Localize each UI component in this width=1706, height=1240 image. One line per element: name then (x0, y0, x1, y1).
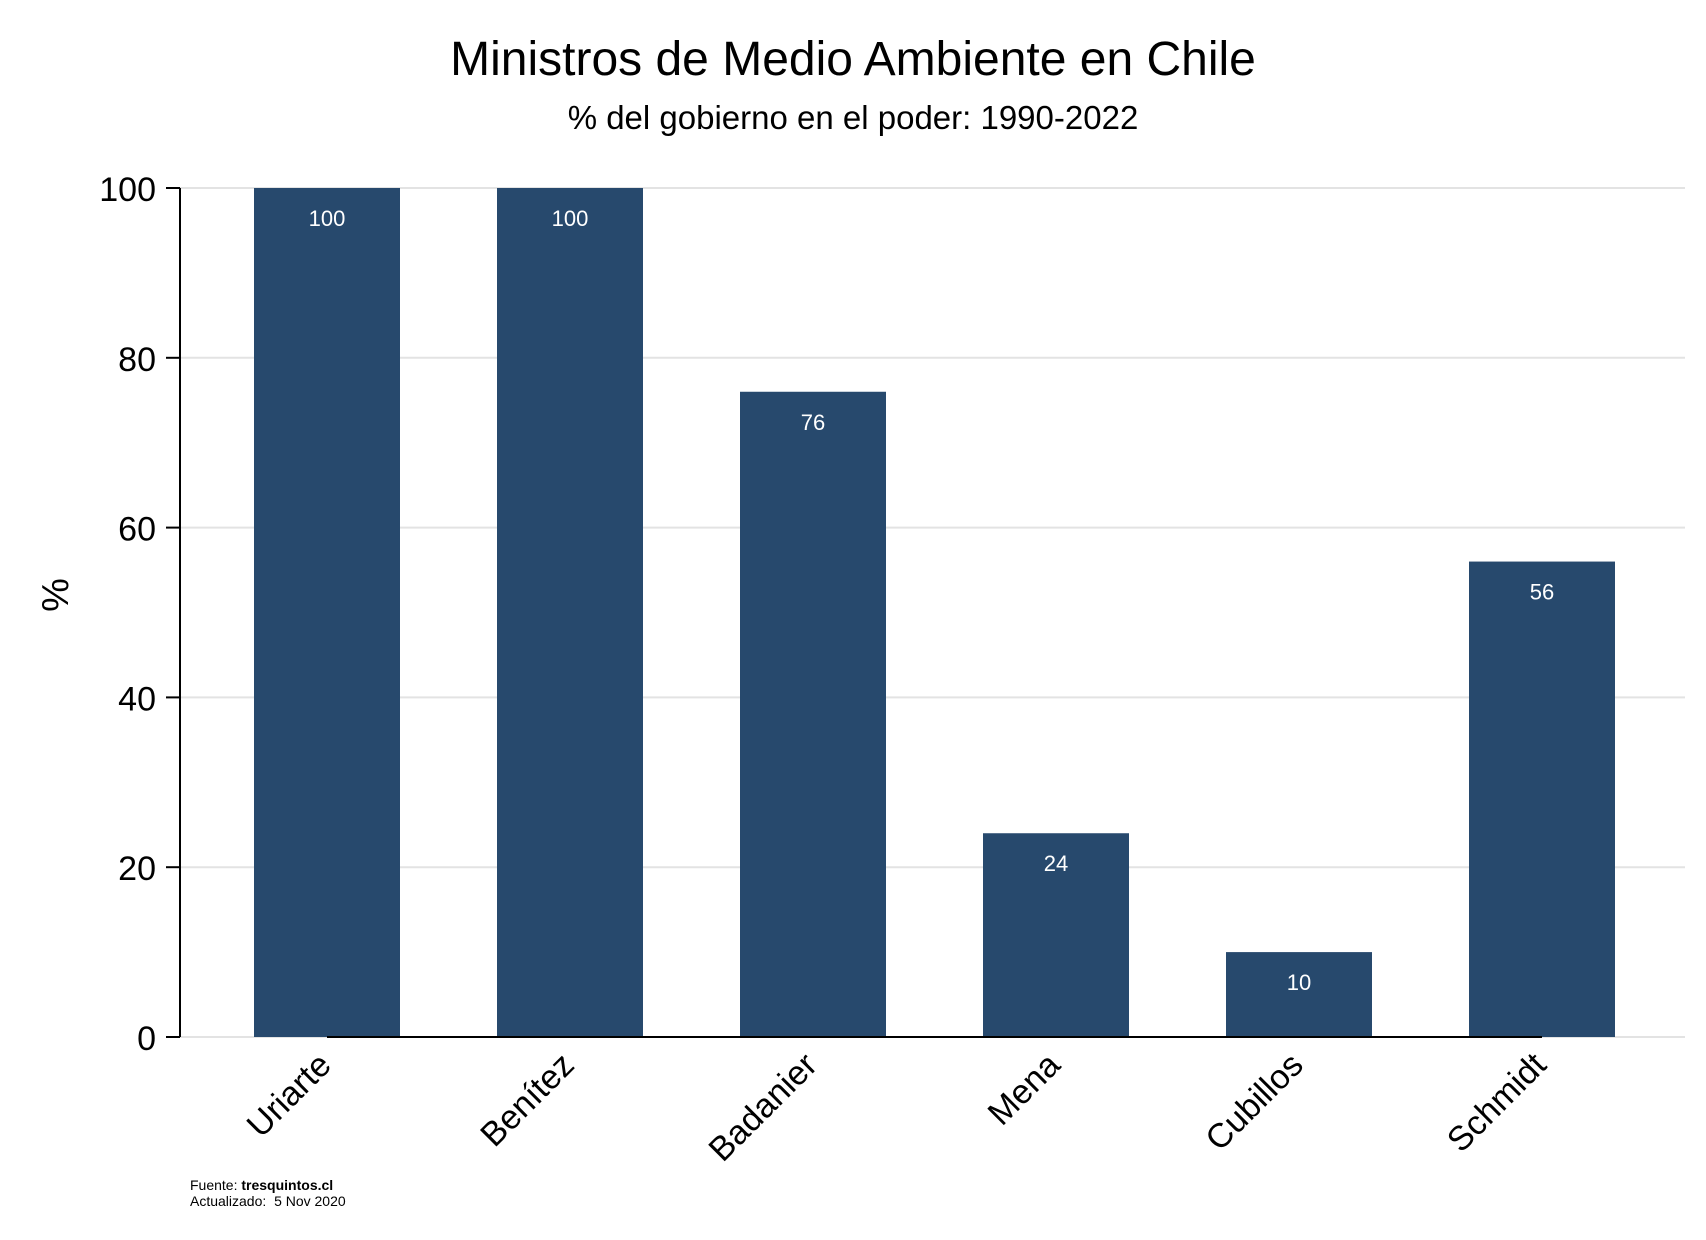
bar-schmidt (1469, 561, 1615, 1037)
x-tick-label: Cubillos (1198, 1046, 1310, 1158)
data-label: 24 (1044, 851, 1068, 876)
data-label: 100 (309, 206, 346, 231)
source-label: Fuente: (190, 1177, 238, 1193)
data-label: 100 (552, 206, 589, 231)
y-tick-label: 60 (118, 511, 156, 549)
gridlines (180, 187, 1685, 1038)
y-tick-label: 100 (99, 171, 156, 209)
updated-value: 5 Nov 2020 (274, 1193, 346, 1209)
bar-uriarte (254, 188, 400, 1037)
data-label: 76 (801, 410, 825, 435)
y-tick-label: 20 (118, 850, 156, 888)
chart-footer: Fuente: tresquintos.cl Actualizado: 5 No… (190, 1177, 346, 1209)
chart-subtitle: % del gobierno en el poder: 1990-2022 (567, 99, 1139, 136)
bar-benítez (497, 188, 643, 1037)
y-tick-label: 80 (118, 341, 156, 379)
updated-line: Actualizado: 5 Nov 2020 (190, 1193, 346, 1209)
x-tick-label: Badanier (702, 1046, 825, 1169)
bar-cubillos (1226, 952, 1372, 1037)
x-tick-label: Mena (981, 1046, 1068, 1133)
source-line: Fuente: tresquintos.cl (190, 1177, 346, 1193)
chart-title: Ministros de Medio Ambiente en Chile (450, 33, 1256, 86)
bar-badanier (740, 391, 886, 1037)
y-tick-label: 0 (137, 1020, 156, 1058)
x-tick-label: Uriarte (240, 1046, 339, 1145)
y-tick-label: 40 (118, 680, 156, 718)
updated-label: Actualizado: (190, 1193, 267, 1209)
data-label: 10 (1287, 970, 1311, 995)
bar-mena (983, 833, 1129, 1037)
source-value: tresquintos.cl (241, 1177, 334, 1193)
y-axis-label: % (35, 578, 77, 612)
x-tick-label: Schmidt (1440, 1045, 1554, 1159)
data-label: 56 (1530, 580, 1554, 605)
x-tick-label: Benítez (473, 1046, 581, 1154)
bars: 100 100 76 24 10 56 (254, 188, 1615, 1037)
